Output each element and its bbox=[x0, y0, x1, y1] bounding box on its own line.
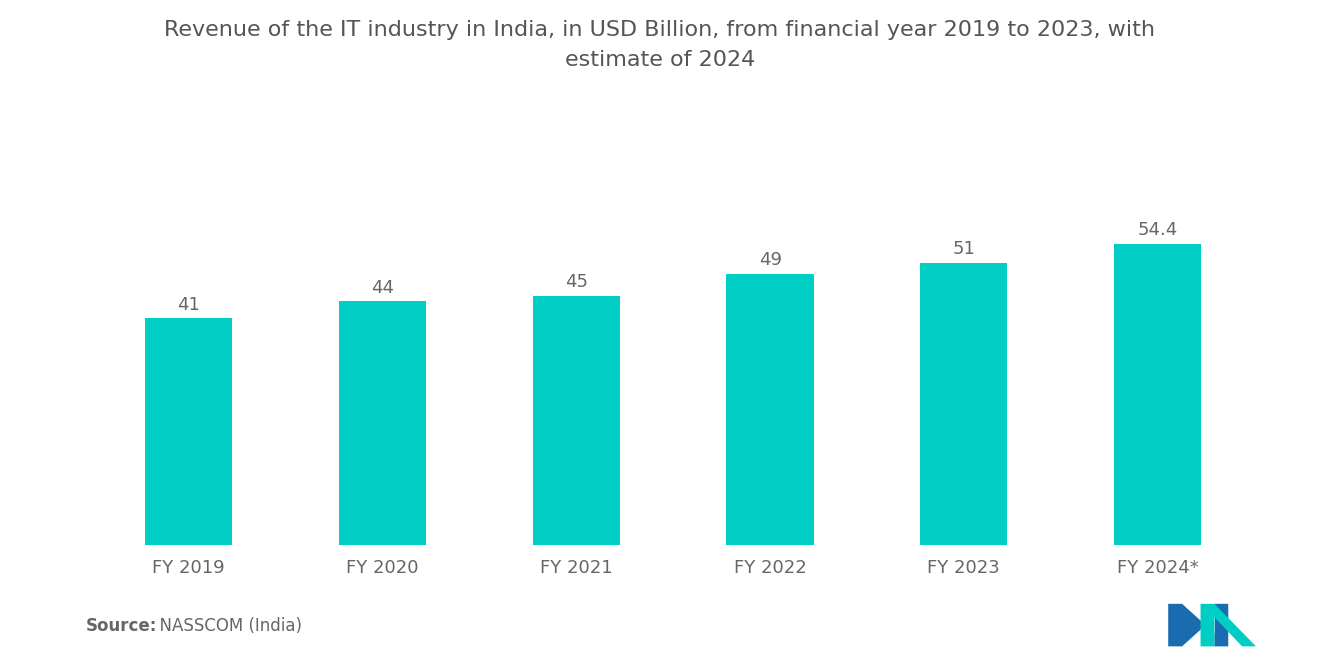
Polygon shape bbox=[1168, 604, 1229, 646]
Bar bbox=[533, 296, 620, 545]
Text: Revenue of the IT industry in India, in USD Billion, from financial year 2019 to: Revenue of the IT industry in India, in … bbox=[165, 20, 1155, 70]
Text: 45: 45 bbox=[565, 273, 587, 291]
Bar bbox=[1114, 244, 1201, 545]
Polygon shape bbox=[1201, 604, 1257, 646]
Text: 54.4: 54.4 bbox=[1138, 221, 1177, 239]
Text: Source:: Source: bbox=[86, 617, 157, 635]
Bar bbox=[726, 274, 813, 545]
Text: NASSCOM (India): NASSCOM (India) bbox=[149, 617, 302, 635]
Text: 51: 51 bbox=[953, 240, 975, 258]
Bar bbox=[339, 301, 426, 545]
Text: 41: 41 bbox=[177, 296, 201, 314]
Bar bbox=[145, 318, 232, 545]
Text: 49: 49 bbox=[759, 251, 781, 269]
Bar bbox=[920, 263, 1007, 545]
Text: 44: 44 bbox=[371, 279, 395, 297]
